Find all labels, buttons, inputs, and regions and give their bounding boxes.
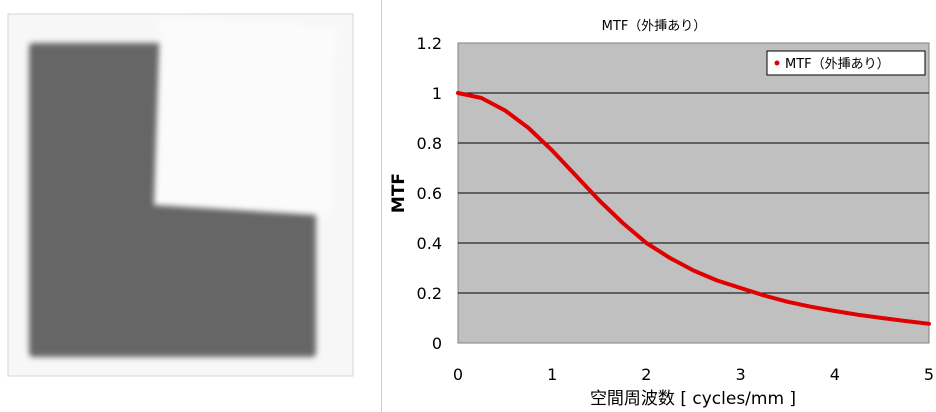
y-tick-label: 0.6	[417, 184, 442, 203]
x-tick-label: 5	[924, 365, 934, 384]
y-tick-labels: 0 0.2 0.4 0.6 0.8 1 1.2	[417, 34, 442, 353]
legend: MTF（外挿あり）	[766, 50, 926, 76]
series-layer	[456, 91, 931, 326]
x-tick-label: 4	[830, 365, 840, 384]
divider	[381, 0, 382, 412]
y-tick-label: 0	[432, 334, 442, 353]
x-tick-label: 3	[736, 365, 746, 384]
x-axis-label: 空間周波数 [ cycles/mm ]	[590, 389, 796, 409]
x-tick-label: 2	[641, 365, 651, 384]
y-tick-label: 0.4	[417, 234, 442, 253]
y-tick-label: 0.8	[417, 134, 442, 153]
y-tick-label: 1.2	[417, 34, 442, 53]
y-tick-label: 1	[432, 84, 442, 103]
chart-title: MTF（外挿あり）	[602, 19, 707, 34]
legend-marker	[774, 60, 780, 66]
mtf-chart: MTF（外挿あり） 0 0.2 0.4 0.6 0.8 1 1.2 0 1 2 3 4 5 MTF 空…	[389, 19, 934, 409]
mtf-series-line	[456, 91, 931, 326]
edge-phantom-image	[7, 13, 354, 377]
x-tick-labels: 0 1 2 3 4 5	[453, 365, 934, 384]
y-tick-label: 0.2	[417, 284, 442, 303]
x-tick-label: 1	[547, 365, 557, 384]
gridlines	[458, 92, 929, 294]
y-axis-label: MTF	[389, 173, 409, 213]
x-tick-label: 0	[453, 365, 463, 384]
legend-label: MTF（外挿あり）	[785, 57, 890, 72]
legend-box	[766, 50, 926, 76]
light-square	[154, 17, 336, 216]
